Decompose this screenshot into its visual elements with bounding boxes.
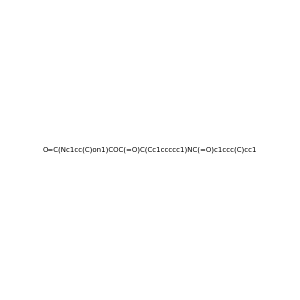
Text: O=C(Nc1cc(C)on1)COC(=O)C(Cc1ccccc1)NC(=O)c1ccc(C)cc1: O=C(Nc1cc(C)on1)COC(=O)C(Cc1ccccc1)NC(=O… — [43, 147, 257, 153]
